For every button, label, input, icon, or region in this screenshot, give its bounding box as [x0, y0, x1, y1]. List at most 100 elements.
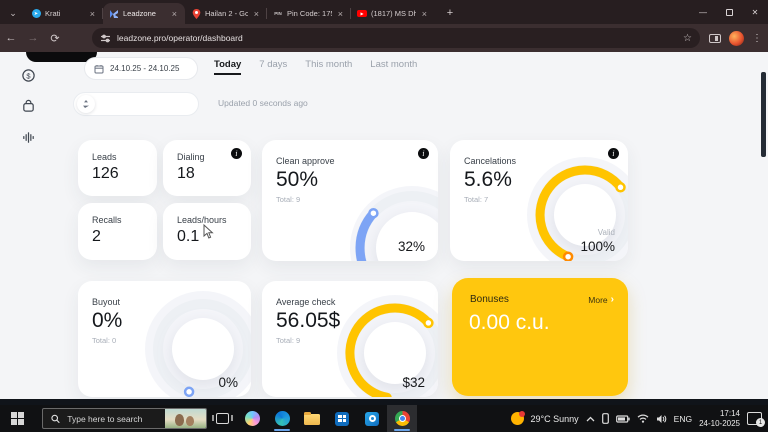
card-label: Recalls	[92, 215, 122, 225]
date-range-value: 24.10.25 - 24.10.25	[110, 64, 180, 73]
task-view-button[interactable]	[207, 405, 237, 432]
profile-avatar[interactable]	[729, 30, 744, 46]
google-maps-pin-icon	[191, 8, 201, 19]
clean-approve-gauge	[350, 186, 438, 261]
clock-date: 24-10-2025	[699, 418, 740, 428]
leadzone-logo-icon	[109, 9, 119, 19]
phone-link-icon[interactable]	[601, 413, 609, 424]
taskbar-search[interactable]	[42, 408, 207, 429]
maximize-button[interactable]	[716, 0, 742, 24]
card-recalls: Recalls 2	[78, 203, 157, 260]
card-label: Average check	[276, 297, 336, 307]
minimize-button[interactable]: —	[699, 7, 707, 17]
weather-text[interactable]: 29°C Sunny	[530, 413, 579, 424]
card-label: Cancelations	[464, 156, 517, 166]
taskbar-clock[interactable]: 17:14 24-10-2025	[699, 409, 740, 429]
card-total: Total: 9	[276, 195, 301, 204]
search-input[interactable]	[65, 412, 166, 425]
tray-expand-chevron-icon[interactable]	[586, 416, 595, 422]
cancelations-gauge	[527, 157, 628, 261]
card-value: 0.00 c.u.	[469, 311, 550, 334]
battery-icon[interactable]	[615, 414, 630, 423]
tab-last-month[interactable]: Last month	[370, 59, 418, 70]
tab-search-chevron-icon[interactable]: ⌄	[9, 7, 17, 18]
updated-status: Updated 0 seconds ago	[218, 98, 308, 108]
new-tab-button[interactable]: +	[446, 7, 454, 19]
gauge-value: 32%	[397, 239, 425, 254]
tab-krati[interactable]: ➤ Krati ×	[25, 3, 103, 24]
tab-title: Pin Code: 175129, List of	[287, 9, 332, 18]
info-icon[interactable]: i	[608, 148, 619, 159]
card-value: 5.6%	[464, 168, 512, 191]
tab-close-icon[interactable]: ×	[421, 8, 427, 19]
browser-tabstrip: ⌄ ➤ Krati × Leadzone × Hailan 2 - Google…	[0, 0, 768, 24]
wifi-icon[interactable]	[637, 414, 649, 423]
card-dialing: Dialing 18 i	[163, 140, 251, 196]
copilot-icon	[244, 411, 260, 426]
vertical-scrollbar[interactable]	[761, 72, 766, 157]
card-label: Buyout	[92, 297, 121, 307]
filter-select[interactable]	[73, 92, 199, 116]
tab-close-icon[interactable]: ×	[253, 8, 259, 19]
weather-sun-icon[interactable]	[510, 411, 525, 425]
notification-center-icon[interactable]: 1	[747, 412, 765, 427]
clock-time: 17:14	[719, 408, 740, 418]
chrome-icon	[394, 411, 410, 426]
edge-icon	[274, 411, 290, 426]
microsoft-store-button[interactable]	[327, 405, 357, 432]
card-label: Clean approve	[276, 156, 335, 166]
browser-toolbar: ← → ⟳ leadzone.pro/operator/dashboard ☆ …	[0, 24, 768, 52]
back-button[interactable]: ←	[5, 32, 17, 44]
tab-this-month[interactable]: This month	[305, 59, 353, 70]
info-icon[interactable]: i	[231, 148, 242, 159]
chevron-right-icon: ›	[610, 294, 614, 305]
bookmark-star-icon[interactable]: ☆	[683, 32, 692, 44]
buyout-gauge	[145, 291, 251, 397]
address-bar[interactable]: leadzone.pro/operator/dashboard ☆	[92, 28, 700, 48]
tab-today[interactable]: Today	[214, 59, 242, 75]
copilot-button[interactable]	[237, 405, 267, 432]
volume-icon[interactable]	[656, 414, 667, 424]
sort-arrows-icon	[77, 95, 95, 113]
tab-pin-code[interactable]: PIN Pin Code: 175129, List of ×	[267, 3, 351, 24]
outlook-button[interactable]	[357, 405, 387, 432]
edge-button[interactable]	[267, 405, 297, 432]
card-value: 56.05$	[276, 309, 341, 332]
tab-youtube[interactable]: ▶ (1817) MS Dhoni 51* (20 ×	[351, 3, 435, 24]
tab-close-icon[interactable]: ×	[337, 8, 343, 19]
period-tabs: Today 7 days This month Last month	[214, 59, 417, 75]
reload-button[interactable]: ⟳	[50, 32, 60, 45]
products-bag-icon[interactable]	[21, 98, 36, 113]
card-value: 0%	[92, 309, 123, 332]
info-icon[interactable]: i	[418, 148, 429, 159]
browser-menu-icon[interactable]: ⋮	[752, 32, 762, 44]
url-text: leadzone.pro/operator/dashboard	[117, 33, 243, 43]
site-info-icon[interactable]	[100, 33, 111, 44]
tab-leadzone[interactable]: Leadzone ×	[103, 3, 185, 24]
language-indicator[interactable]: ENG	[673, 413, 693, 424]
tab-title: (1817) MS Dhoni 51* (20	[371, 9, 416, 18]
tab-close-icon[interactable]: ×	[89, 8, 95, 19]
tab-7-days[interactable]: 7 days	[259, 59, 288, 70]
payments-icon[interactable]: $	[21, 68, 36, 83]
telegram-icon: ➤	[31, 9, 41, 19]
bonuses-more-link[interactable]: More ›	[588, 294, 614, 305]
forward-button[interactable]: →	[27, 32, 39, 44]
gauge-value: 100%	[580, 239, 615, 254]
search-highlight-image[interactable]	[165, 409, 206, 428]
windows-taskbar: 29°C Sunny ENG 17:14 24-10-2025 1	[0, 405, 768, 432]
tab-google-maps[interactable]: Hailan 2 - Google Maps ×	[185, 3, 267, 24]
card-label: Leads	[92, 152, 117, 162]
window-bottom-edge	[0, 399, 768, 406]
chrome-button[interactable]	[387, 405, 417, 432]
more-label: More	[588, 294, 608, 305]
date-range-picker[interactable]: 24.10.25 - 24.10.25	[84, 57, 198, 80]
windows-logo-icon	[10, 412, 24, 425]
file-explorer-button[interactable]	[297, 405, 327, 432]
start-button[interactable]	[0, 412, 34, 425]
side-panel-icon[interactable]	[709, 33, 721, 43]
voice-waveform-icon[interactable]	[21, 130, 36, 145]
close-window-button[interactable]: ✕	[751, 7, 759, 17]
tab-close-icon[interactable]: ×	[171, 8, 177, 19]
